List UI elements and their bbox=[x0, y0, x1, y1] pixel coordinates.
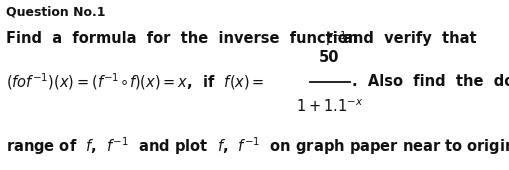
Text: $f^{-1}$: $f^{-1}$ bbox=[325, 31, 347, 49]
Text: and  verify  that: and verify that bbox=[342, 31, 475, 46]
Text: .  Also  find  the  domain,: . Also find the domain, bbox=[351, 74, 509, 89]
Text: range of  $f$,  $f^{-1}$  and plot  $f$,  $f^{-1}$  on graph paper near to origi: range of $f$, $f^{-1}$ and plot $f$, $f^… bbox=[6, 135, 509, 157]
Text: Question No.1: Question No.1 bbox=[6, 5, 105, 18]
Text: $1+1.1^{-x}$: $1+1.1^{-x}$ bbox=[295, 99, 362, 115]
Text: Find  a  formula  for  the  inverse  function: Find a formula for the inverse function bbox=[6, 31, 358, 46]
Text: $(fof^{-1})(x)=(f^{-1}\!\circ\! f)(x)=x$,  if  $f(x)=$: $(fof^{-1})(x)=(f^{-1}\!\circ\! f)(x)=x$… bbox=[6, 71, 264, 92]
Text: 50: 50 bbox=[319, 50, 339, 65]
